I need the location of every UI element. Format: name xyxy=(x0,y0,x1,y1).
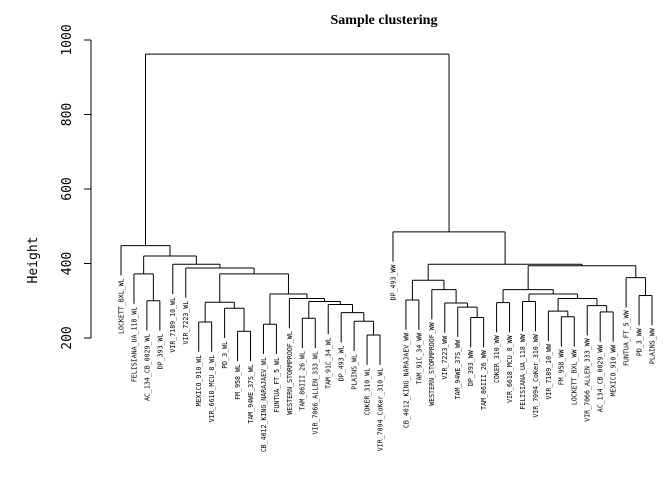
leaf-label: WESTERN_STORMPROOF_WW xyxy=(428,322,436,405)
leaf-label: DP_493_WW xyxy=(389,265,397,301)
y-tick-label: 800 xyxy=(60,103,75,126)
leaf-label: VIR_7094_CoKer_310_WW xyxy=(532,334,540,417)
leaf-label: AC_134_CB_0029_WW xyxy=(597,345,605,413)
leaf-label: DP_493_WL xyxy=(338,345,346,381)
leaf-label: TAM_91C_34_WW xyxy=(415,333,423,385)
chart-title: Sample clustering xyxy=(331,13,438,28)
leaf-label: PD_3_WL xyxy=(221,341,229,369)
y-axis: 200 400 600 800 1000 xyxy=(60,24,92,350)
leaf-label: WESTERN_STORMPROOF_WL xyxy=(286,331,294,414)
y-tick-label: 400 xyxy=(60,252,75,275)
leaf-label: FUNTUA_FT_5_WW xyxy=(622,310,630,366)
leaf-label: VIR_7189_10_WL xyxy=(169,297,177,353)
leaf-label: COKER_310_WL xyxy=(363,368,371,416)
leaf-label: VIR_6618_MCU_8_WW xyxy=(506,335,514,403)
leaf-label: VIR_7066_ALLEN_333_WL xyxy=(312,351,320,434)
leaf-label: TAM_94WE_37S_WL xyxy=(247,364,255,424)
leaf-label: PLAINS_WL xyxy=(351,354,359,390)
leaf-label: FM_958_WW xyxy=(558,350,566,386)
leaf-label: TAM_91C_34_WL xyxy=(325,337,333,389)
y-axis-label: Height xyxy=(26,237,41,284)
leaf-label: VIR_7066_ALLEN_333_WW xyxy=(584,338,592,421)
y-tick-label: 1000 xyxy=(60,24,75,55)
leaf-label: FUNTUA_FT_5_WL xyxy=(273,357,281,413)
leaf-label: TAM_86III_26_WL xyxy=(299,351,307,411)
leaf-label: PLAINS_WW xyxy=(648,328,656,364)
leaf-label: FM_958_WL xyxy=(234,364,242,400)
y-tick-label: 600 xyxy=(60,177,75,200)
leaf-label: VIR_7223_WW xyxy=(441,336,449,380)
leaf-label: VIR_7094_CoKer_310_WL xyxy=(376,368,384,451)
leaf-label: TAM_86III_26_WW xyxy=(480,350,488,410)
leaf-labels: LOCKETT_BXL_WL FELISIANA_UA_118_WL AC_134_… xyxy=(117,265,656,453)
leaf-label: COKER_310_WW xyxy=(493,335,501,383)
leaf-label: DP_393_WW xyxy=(467,350,475,386)
leaf-label: LOCKETT_BXL_WL xyxy=(117,278,125,334)
leaf-label: VIR_7223_WL xyxy=(182,301,190,345)
leaf-label: LOCKETT_BXL_WW xyxy=(571,350,579,406)
leaf-label: FELISIANA_UA_118_WL xyxy=(130,307,138,382)
leaf-label: CB_4012_KING_NARAJAEV_WW xyxy=(402,333,410,428)
y-tick-label: 200 xyxy=(60,326,75,349)
leaf-label: TAM_94WE_37S_WW xyxy=(454,340,462,400)
leaf-label: DP_393_WL xyxy=(156,334,164,370)
leaf-label: AC_134_CB_0029_WL xyxy=(143,334,151,402)
leaf-label: VIR_6618_MCU_8_WL xyxy=(208,355,216,423)
dendrogram-branches xyxy=(120,53,653,365)
leaf-label: PD_3_WW xyxy=(635,328,643,356)
leaf-label: MEXICO_910_WW xyxy=(610,345,618,397)
leaf-label: FELISIANA_UA_118_WW xyxy=(519,334,527,409)
leaf-label: VIR_7189_10_WW xyxy=(545,344,553,400)
leaf-label: MEXICO_910_WL xyxy=(195,355,203,407)
leaf-label: CB_4012_KING_NARAJAEV_WL xyxy=(260,357,268,452)
